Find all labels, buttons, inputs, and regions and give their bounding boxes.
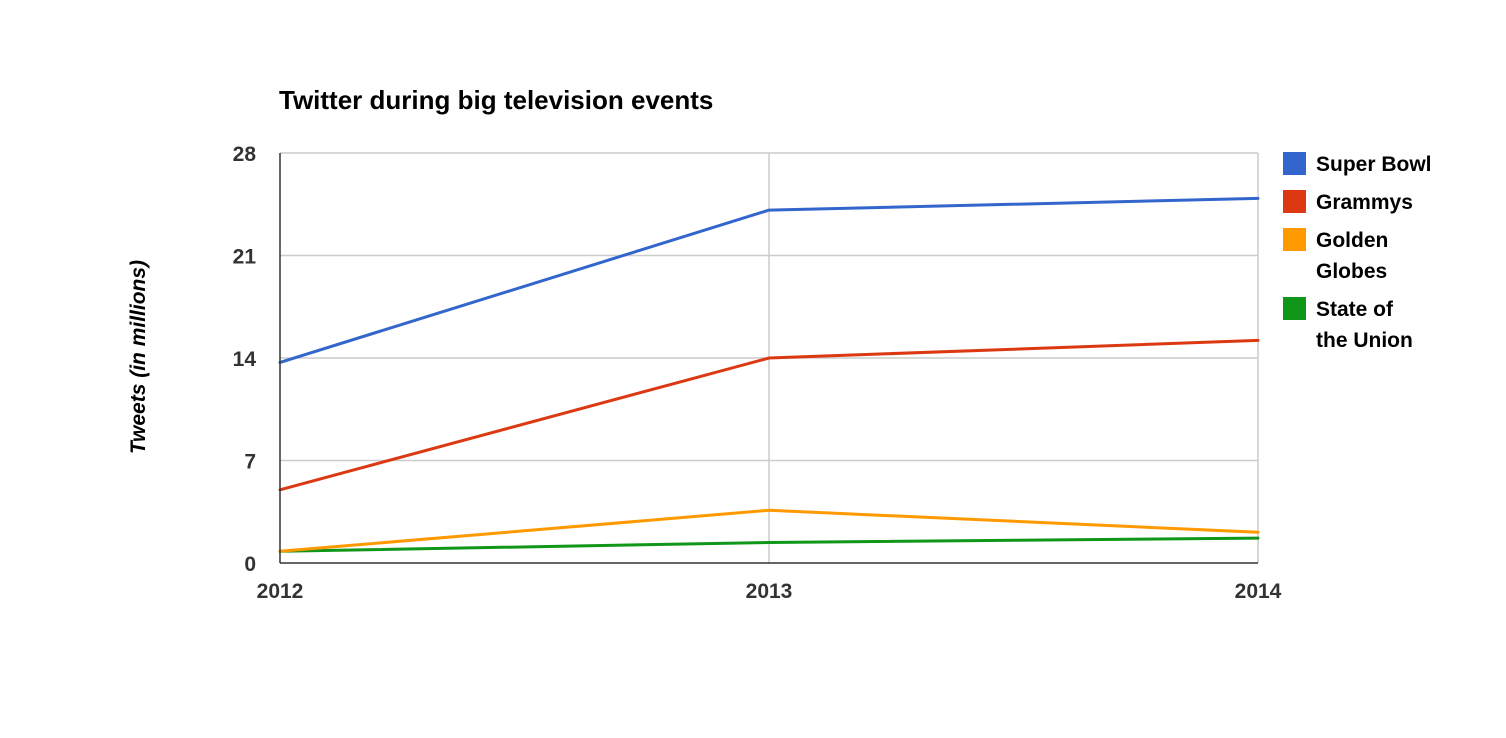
y-axis-ticks: 0 7 14 21 28 xyxy=(233,143,257,576)
x-tick-label: 2014 xyxy=(1235,580,1282,603)
y-axis-label: Tweets (in millions) xyxy=(127,260,150,454)
series-line-state-of-the-union xyxy=(278,536,1260,553)
series-line-grammys xyxy=(278,338,1260,492)
y-tick-label: 0 xyxy=(244,553,256,576)
x-tick-label: 2013 xyxy=(746,580,793,603)
legend: Super Bowl Grammys Golden Globes State of the… xyxy=(1283,152,1432,352)
y-tick-label: 21 xyxy=(233,246,257,269)
legend-label: Globes xyxy=(1316,260,1387,283)
axes xyxy=(279,153,1258,564)
legend-swatch xyxy=(1283,190,1306,213)
y-tick-label: 7 xyxy=(244,451,256,474)
y-tick-label: 28 xyxy=(233,143,257,166)
legend-label: Super Bowl xyxy=(1316,153,1432,176)
series-lines xyxy=(278,196,1260,553)
legend-label: Grammys xyxy=(1316,191,1413,214)
series-line-super-bowl xyxy=(278,196,1260,364)
legend-item-grammys: Grammys xyxy=(1283,190,1413,214)
legend-label: the Union xyxy=(1316,329,1413,352)
legend-item-state-of-the-union: State of the Union xyxy=(1283,297,1413,352)
legend-swatch xyxy=(1283,152,1306,175)
chart-title: Twitter during big television events xyxy=(279,85,713,115)
legend-label: State of xyxy=(1316,298,1394,321)
legend-label: Golden xyxy=(1316,229,1388,252)
y-tick-label: 14 xyxy=(233,348,257,371)
x-axis-ticks: 2012 2013 2014 xyxy=(257,580,1282,603)
legend-item-golden-globes: Golden Globes xyxy=(1283,228,1388,283)
series-line-golden-globes xyxy=(278,508,1260,553)
legend-item-super-bowl: Super Bowl xyxy=(1283,152,1432,176)
legend-swatch xyxy=(1283,228,1306,251)
legend-swatch xyxy=(1283,297,1306,320)
x-tick-label: 2012 xyxy=(257,580,304,603)
